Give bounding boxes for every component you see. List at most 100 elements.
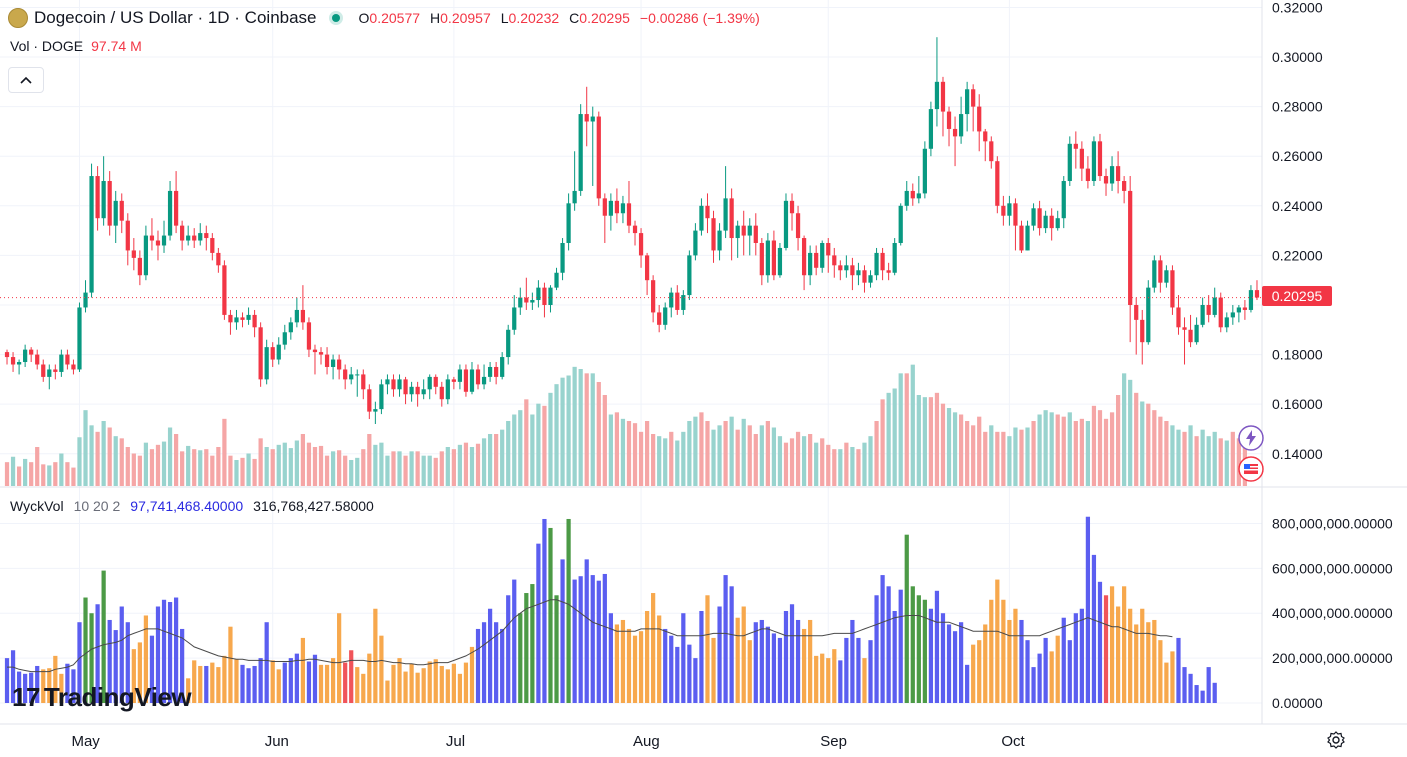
volume-bar [814, 442, 819, 486]
wyckvol-bar [131, 649, 136, 703]
wyckvol-bar [1079, 608, 1084, 703]
candle [771, 230, 777, 281]
volume-bar [41, 464, 46, 486]
wyckvol-bar [928, 608, 934, 703]
price-tick-label: 0.24000 [1272, 198, 1323, 214]
candle [23, 344, 28, 367]
wyckvol-bar [874, 595, 879, 703]
volume-bar [379, 442, 384, 486]
candle [747, 218, 752, 256]
volume-bar [602, 395, 607, 486]
candle [210, 233, 215, 261]
volume-bar [1097, 410, 1103, 486]
candle [101, 156, 106, 226]
candle [204, 225, 209, 251]
volume-bar [1236, 438, 1241, 486]
volume-bar [77, 437, 82, 486]
candle [167, 181, 173, 241]
wyckvol-bar [644, 610, 650, 703]
wyckvol-bar [651, 593, 656, 703]
time-axis-label: Sep [820, 733, 847, 750]
symbol-title[interactable]: Dogecoin / US Dollar · 1D · Coinbase [34, 8, 317, 27]
volume-bar [113, 436, 118, 486]
wyckvol-bar [89, 613, 94, 703]
indicator-value-1: 97,741,468.40000 [130, 498, 244, 514]
wyckvol-bar [1031, 667, 1036, 703]
wyckvol-bar [590, 575, 595, 703]
wyckvol-bar [487, 608, 493, 703]
volume-bar [868, 436, 873, 486]
low-value: 0.20232 [508, 10, 560, 26]
wyckvol-bar [542, 518, 547, 703]
candle [77, 302, 82, 372]
volume-bar [270, 449, 275, 486]
candle [270, 342, 275, 367]
wyckvol-bar [1182, 667, 1187, 703]
volume-bar [771, 427, 777, 486]
candle [367, 384, 372, 420]
volume-bar [777, 436, 783, 486]
candle [222, 260, 227, 320]
volume-bar [687, 421, 692, 486]
wyckvol-bar [330, 658, 336, 703]
candle [711, 210, 716, 263]
volume-bar [922, 397, 927, 486]
wyckvol-bar [638, 631, 644, 703]
wyckvol-bar [1007, 619, 1012, 703]
volume-bar [204, 449, 209, 486]
wyckvol-bar [584, 559, 589, 703]
volume-bar [409, 451, 414, 486]
wyckvol-bar [681, 613, 686, 703]
volume-bar [638, 431, 644, 486]
wyckvol-bar [614, 624, 620, 703]
settings-gear-icon[interactable] [1326, 730, 1346, 750]
wyckvol-bar [898, 589, 903, 703]
wyckvol-bar [741, 606, 746, 703]
wyckvol-bar [952, 631, 958, 703]
volume-bar [481, 438, 487, 486]
wyckvol-bar [608, 613, 613, 703]
volume-bar [608, 414, 613, 486]
volume-bar [801, 436, 807, 486]
volume-bar [699, 412, 704, 486]
indicator-legend[interactable]: WyckVol 10 20 2 97,741,468.40000 316,768… [10, 498, 374, 514]
wyckvol-bar [808, 619, 813, 703]
candle [361, 369, 366, 400]
candle [1206, 295, 1211, 323]
wyckvol-bar [1097, 581, 1103, 703]
tradingview-logo[interactable]: 17 TradingView [12, 682, 192, 712]
wyckvol-bar [1013, 608, 1018, 703]
candle [512, 295, 517, 335]
volume-bar [355, 457, 360, 486]
candle [1128, 176, 1133, 343]
volume-bar [149, 449, 155, 486]
wyckvol-bar [548, 527, 553, 703]
volume-bar [1224, 440, 1229, 486]
volume-bar [590, 373, 595, 486]
us-flag-overlay-icon[interactable] [1238, 456, 1264, 482]
candle [1242, 300, 1248, 320]
wyckvol-bar [989, 599, 994, 703]
candle [584, 86, 589, 147]
wyckvol-bar [71, 669, 76, 703]
candle [1182, 317, 1187, 365]
volume-bar [1128, 379, 1133, 486]
candle [487, 362, 493, 382]
wyckvol-bar [723, 575, 728, 703]
wyckvol-bar [814, 655, 819, 703]
candle [850, 257, 855, 291]
candle [554, 267, 559, 291]
volume-bar [210, 455, 215, 486]
collapse-legend-button[interactable] [8, 67, 44, 93]
candle [1013, 198, 1018, 251]
candle [898, 203, 903, 246]
candle [602, 193, 607, 243]
candle [312, 344, 318, 375]
volume-legend[interactable]: Vol · DOGE 97.74 M [10, 38, 142, 54]
wyckvol-bar [192, 660, 197, 703]
candle [1218, 292, 1223, 333]
wyckvol-bar [747, 640, 752, 703]
lightning-overlay-icon[interactable] [1238, 425, 1264, 451]
wyckvol-bar [137, 642, 142, 703]
